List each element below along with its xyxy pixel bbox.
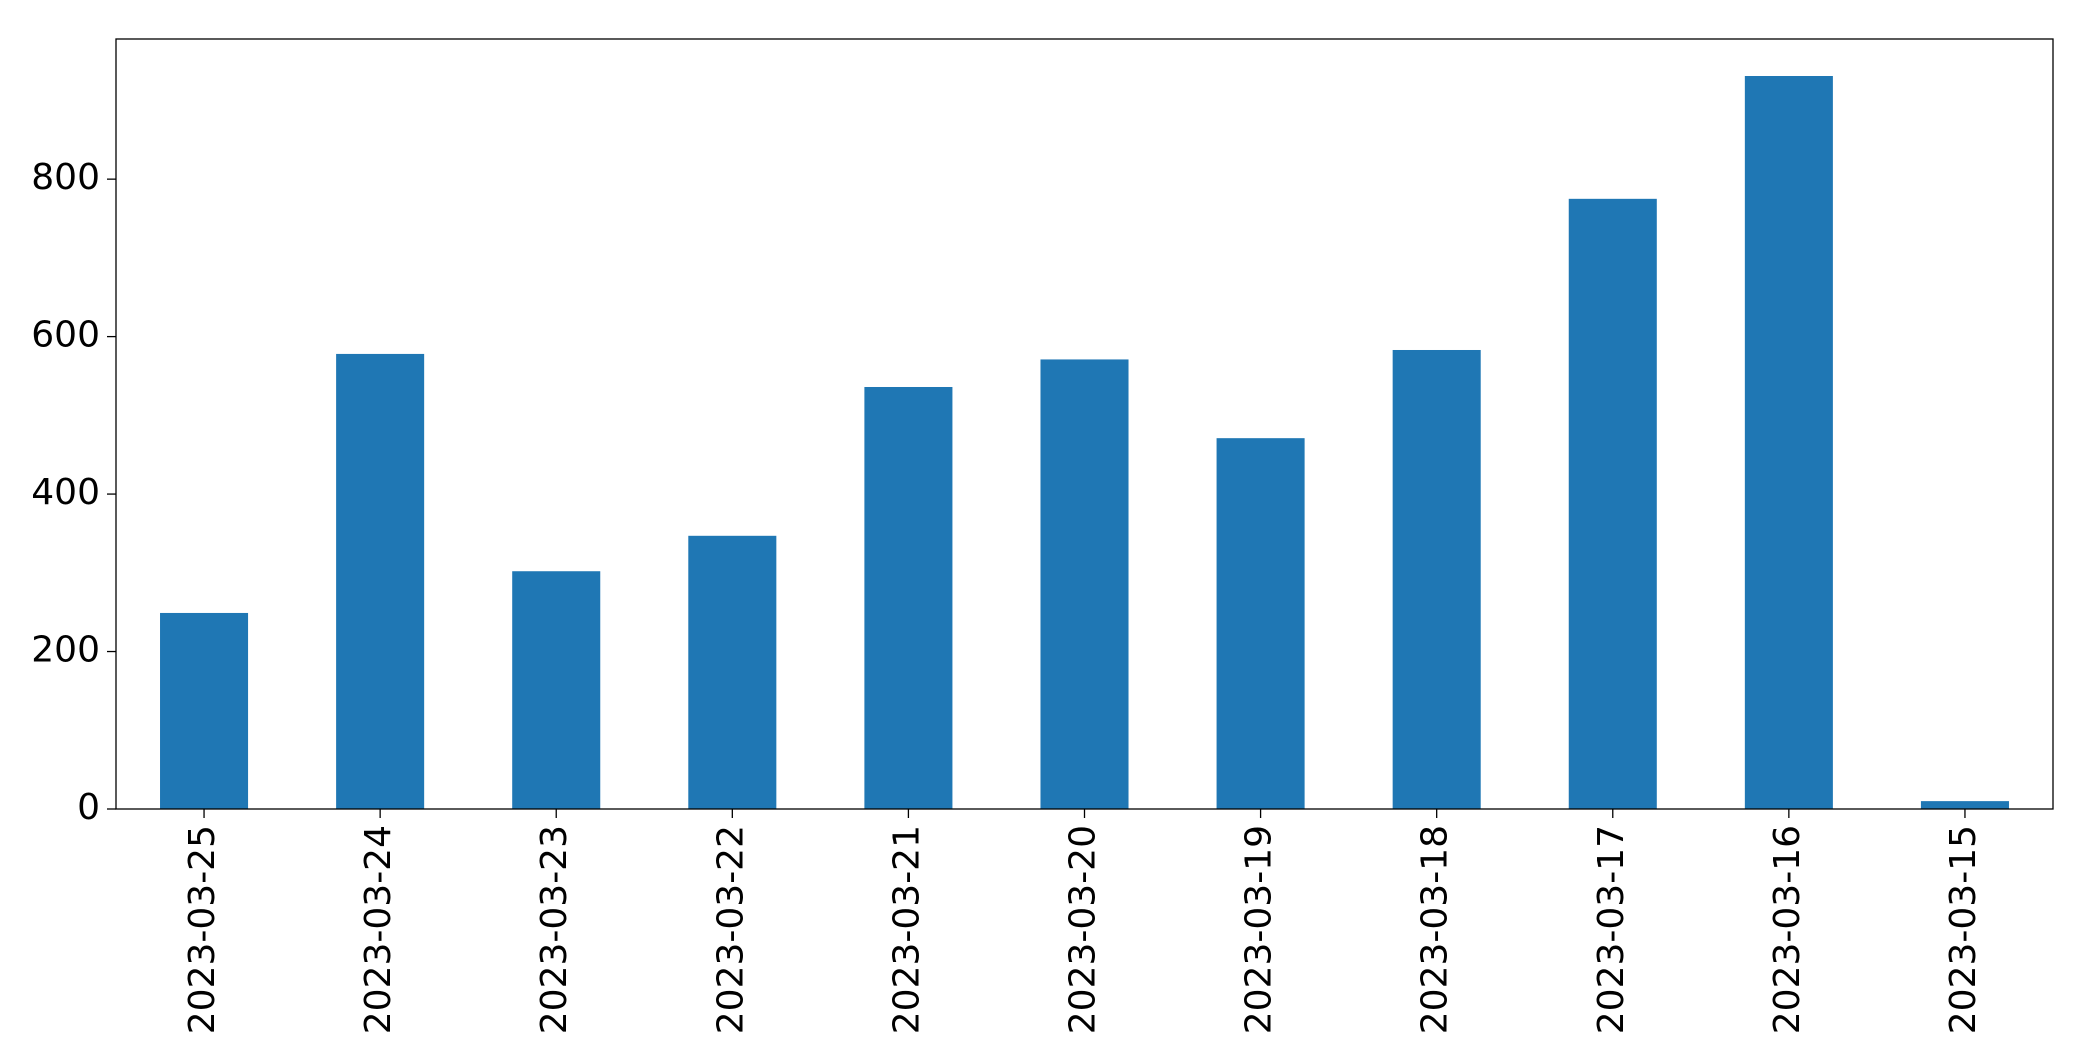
- bar: [864, 386, 953, 809]
- bar: [1920, 801, 2009, 809]
- x-tick-label: 2023-03-20: [1063, 825, 1104, 1034]
- x-tick-label: 2023-03-25: [182, 825, 223, 1034]
- y-tick-label: 0: [77, 787, 100, 828]
- plot-frame: [115, 38, 2054, 810]
- y-tick-label: 600: [31, 315, 100, 356]
- bar: [688, 535, 777, 809]
- bar: [1392, 349, 1481, 809]
- bar: [1040, 359, 1129, 809]
- x-tick-label: 2023-03-15: [1943, 825, 1984, 1034]
- x-tick-label: 2023-03-16: [1767, 825, 1808, 1034]
- bar: [1744, 76, 1833, 809]
- x-tick-label: 2023-03-19: [1239, 825, 1280, 1034]
- x-tick-label: 2023-03-22: [710, 825, 751, 1034]
- x-tick-label: 2023-03-24: [358, 825, 399, 1034]
- bar: [160, 612, 249, 809]
- y-tick-label: 200: [31, 630, 100, 671]
- x-tick-label: 2023-03-21: [886, 825, 927, 1034]
- x-tick-label: 2023-03-23: [534, 825, 575, 1034]
- x-tick-label: 2023-03-17: [1591, 825, 1632, 1034]
- y-tick-label: 800: [31, 157, 100, 198]
- bar: [336, 353, 425, 809]
- bar: [1216, 438, 1305, 809]
- bar: [512, 571, 601, 809]
- bar: [1568, 198, 1657, 809]
- y-tick-label: 400: [31, 472, 100, 513]
- x-tick-label: 2023-03-18: [1415, 825, 1456, 1034]
